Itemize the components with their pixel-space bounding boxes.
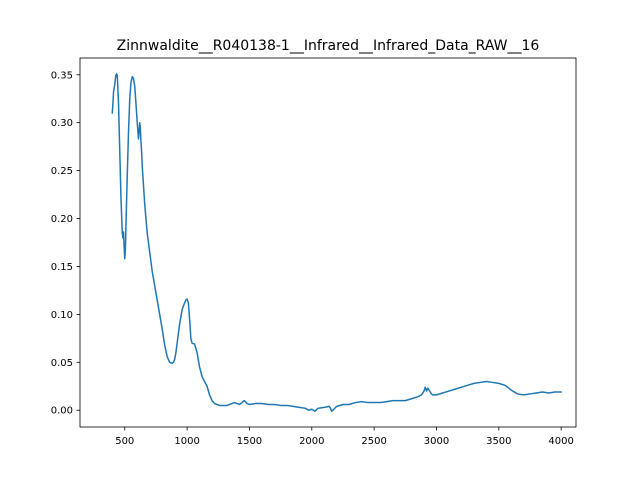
x-tick-label: 1500 (237, 436, 262, 447)
x-tick-label: 500 (115, 436, 134, 447)
y-axis: 0.00 0.05 0.10 0.15 0.20 0.25 0.30 0.35 (51, 70, 80, 417)
y-tick-label: 0.20 (51, 214, 73, 225)
x-tick-label: 2000 (299, 436, 324, 447)
x-tick-label: 1000 (174, 436, 199, 447)
plot-area (79, 57, 577, 428)
axes-frame (79, 57, 577, 428)
x-axis: 500 1000 1500 2000 2500 3000 3500 4000 (115, 427, 574, 447)
series-line (111, 73, 562, 412)
y-tick-label: 0.30 (51, 118, 73, 129)
y-tick-label: 0.35 (51, 70, 73, 81)
x-tick-label: 2500 (361, 436, 386, 447)
y-tick-label: 0.00 (51, 406, 73, 417)
y-tick-label: 0.10 (51, 310, 73, 321)
x-tick-label: 4000 (548, 436, 573, 447)
y-tick-label: 0.25 (51, 166, 73, 177)
y-tick-label: 0.05 (51, 358, 73, 369)
chart-title: Zinnwaldite__R040138-1__Infrared__Infrar… (117, 38, 540, 54)
y-tick-label: 0.15 (51, 262, 73, 273)
x-tick-label: 3500 (486, 436, 511, 447)
x-tick-label: 3000 (424, 436, 449, 447)
